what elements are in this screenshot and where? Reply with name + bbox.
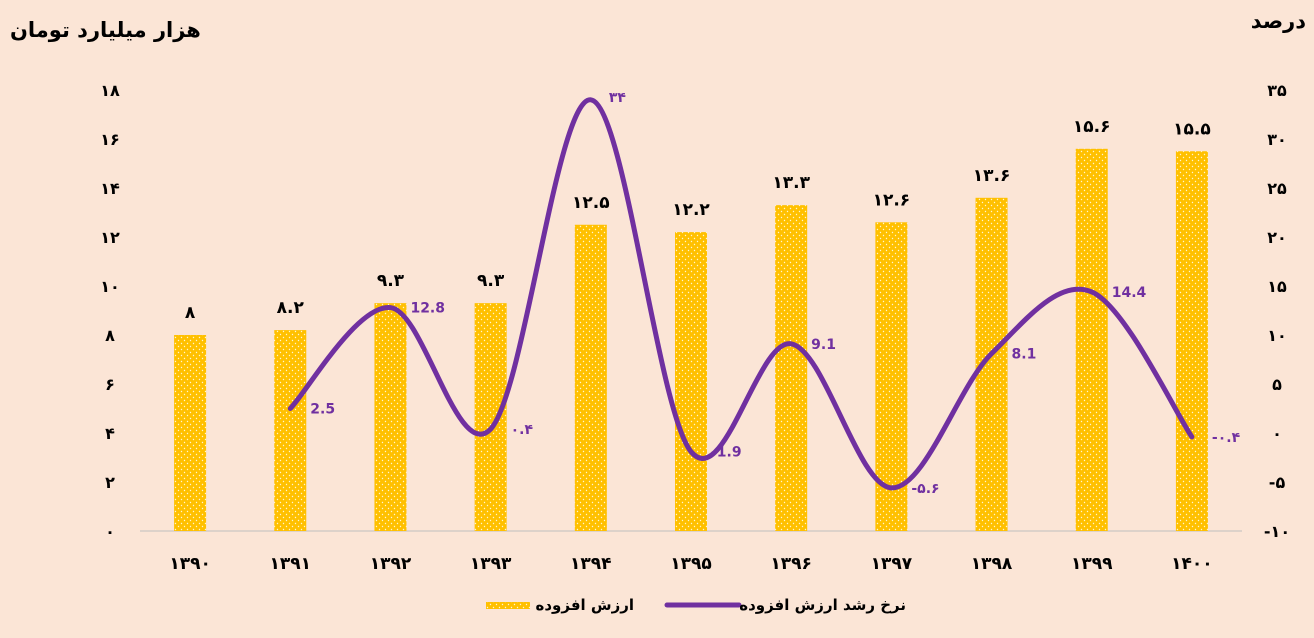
right-axis: -۱۰ -۵ ۰ ۵ ۱۰ ۱۵ ۲۰ ۲۵ ۳۰ ۳۵ (1264, 81, 1290, 541)
x-tick-label: ۱۳۹۲ (370, 554, 412, 574)
left-tick-label: ۰ (105, 522, 115, 541)
x-tick-label: ۱۳۹۱ (270, 554, 312, 574)
bar (775, 205, 808, 531)
right-tick-label: ۳۵ (1267, 81, 1287, 100)
right-tick-label: ۵ (1272, 375, 1282, 394)
x-tick-label: ۱۳۹۳ (470, 554, 512, 574)
bar (374, 303, 407, 531)
right-tick-label: ۱۵ (1267, 277, 1287, 296)
line-label: -۵.۶ (911, 481, 939, 497)
right-tick-label: -۱۰ (1264, 522, 1290, 541)
left-tick-label: ۶ (105, 375, 115, 394)
right-axis-title: درصد (1251, 9, 1307, 33)
left-tick-label: ۱۰ (100, 277, 120, 296)
line-label: -۰.۴ (1212, 430, 1241, 446)
x-tick-label: ۱۳۹۹ (1071, 554, 1113, 574)
x-tick-label: ۱۳۹۶ (770, 554, 812, 574)
left-tick-label: ۱۸ (100, 81, 120, 100)
x-tick-label: ۱۳۹۷ (871, 554, 913, 574)
line-label: 2.5 (310, 402, 335, 418)
bar-label: ۹.۳ (477, 271, 505, 291)
right-tick-label: ۳۰ (1267, 130, 1287, 149)
right-tick-label: -۵ (1269, 473, 1286, 492)
bar (174, 335, 207, 531)
series-line (287, 97, 1195, 491)
left-tick-label: ۱۶ (100, 130, 120, 149)
line-label: -1.9 (711, 445, 742, 461)
legend-swatch-bar (486, 602, 530, 609)
left-axis: ۰ ۲ ۴ ۶ ۸ ۱۰ ۱۲ ۱۴ ۱۶ ۱۸ (100, 81, 120, 541)
line-label: 8.1 (1012, 347, 1037, 363)
bar (1175, 151, 1208, 531)
bar-series (174, 148, 1208, 532)
legend-label-bar: ارزش افزوده (535, 596, 634, 614)
x-axis: ۱۳۹۰ ۱۳۹۱ ۱۳۹۲ ۱۳۹۳ ۱۳۹۴ ۱۳۹۵ ۱۳۹۶ ۱۳۹۷ ۱۳۹۸ ۱۳۹۹… (169, 554, 1212, 574)
left-tick-label: ۱۲ (100, 228, 120, 247)
line-series (287, 97, 1195, 491)
right-tick-label: ۱۰ (1267, 326, 1287, 345)
line-label: 9.1 (811, 337, 836, 353)
bar (574, 224, 607, 531)
line-label: 12.8 (410, 301, 445, 317)
bar-label: ۱۲.۲ (672, 200, 710, 220)
bar (474, 303, 507, 531)
x-tick-label: ۱۳۹۵ (670, 554, 712, 574)
legend: ارزش افزوده نرخ رشد ارزش افزوده (486, 596, 906, 614)
bar-label: ۱۲.۶ (873, 190, 911, 210)
line-label: ۳۴ (609, 90, 627, 106)
legend-label-line: نرخ رشد ارزش افزوده (739, 596, 906, 614)
x-tick-label: ۱۴۰۰ (1171, 554, 1213, 574)
bar (1075, 148, 1108, 532)
bar (274, 330, 307, 531)
right-tick-label: ۲۵ (1267, 179, 1287, 198)
left-tick-label: ۲ (105, 473, 115, 492)
bar-label: ۱۳.۶ (973, 166, 1011, 186)
x-tick-label: ۱۳۹۰ (169, 554, 211, 574)
bar-label: ۹.۳ (377, 271, 405, 291)
x-tick-label: ۱۳۹۴ (570, 554, 612, 574)
left-axis-title: هزار میلیارد تومان (10, 18, 201, 42)
bar (875, 222, 908, 532)
bar-label: ۸ (185, 303, 196, 323)
bar-label: ۱۵.۶ (1073, 117, 1111, 137)
left-tick-label: ۸ (105, 326, 115, 345)
right-tick-label: ۲۰ (1267, 228, 1287, 247)
bar-label: ۸.۲ (277, 298, 305, 318)
line-data-labels: 2.5 12.8 ۰.۴ ۳۴ -1.9 9.1 -۵.۶ 8.1 14.4 -۰.۴ (310, 90, 1240, 497)
bar-label: ۱۵.۵ (1173, 119, 1211, 139)
right-tick-label: ۰ (1272, 424, 1282, 443)
bar-data-labels: ۸ ۸.۲ ۹.۳ ۹.۳ ۱۲.۵ ۱۲.۲ ۱۳.۳ ۱۲.۶ ۱۳.۶ ۱۵.۶ ۱۵.۵ (185, 117, 1211, 323)
x-tick-label: ۱۳۹۸ (971, 554, 1013, 574)
line-label: ۰.۴ (511, 422, 534, 438)
bar (675, 232, 707, 531)
bar-label: ۱۳.۳ (772, 173, 810, 193)
left-tick-label: ۱۴ (100, 179, 120, 198)
left-tick-label: ۴ (105, 424, 115, 443)
bar-label: ۱۲.۵ (572, 193, 610, 213)
line-label: 14.4 (1112, 285, 1147, 301)
